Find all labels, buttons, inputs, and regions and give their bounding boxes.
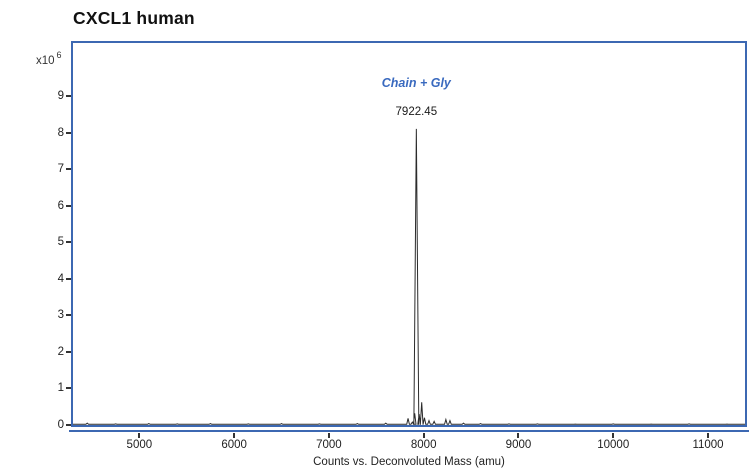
x-tick-label: 10000 <box>597 439 630 451</box>
x-tick <box>517 433 520 438</box>
y-tick <box>66 314 71 317</box>
x-tick <box>707 433 710 438</box>
x-axis-line <box>69 430 749 432</box>
y-tick-label: 0 <box>57 419 64 431</box>
y-tick <box>66 241 71 244</box>
x-tick <box>612 433 615 438</box>
x-tick-label: 9000 <box>505 439 532 451</box>
y-tick-label: 7 <box>57 163 64 176</box>
y-tick <box>66 131 71 134</box>
y-tick-label: 1 <box>57 382 64 395</box>
x-tick <box>233 433 236 438</box>
y-tick <box>66 277 71 280</box>
y-tick-label: 4 <box>57 272 64 285</box>
y-tick-label: 2 <box>57 345 64 358</box>
spectrum-trace <box>73 128 745 425</box>
x-tick-label: 7000 <box>316 439 342 451</box>
y-tick <box>66 168 71 171</box>
y-tick-label: 5 <box>57 236 64 249</box>
y-tick <box>66 95 71 97</box>
y-unit-base: x10 <box>36 55 55 67</box>
x-tick-label: 11000 <box>692 439 724 451</box>
peak-mass-label: 7922.45 <box>395 106 438 118</box>
x-tick <box>138 433 141 438</box>
y-tick <box>66 387 71 390</box>
y-tick-label: 8 <box>57 126 64 139</box>
x-tick <box>327 433 330 438</box>
chart-title: CXCL1 human <box>73 8 195 28</box>
y-tick-label: 3 <box>57 309 64 322</box>
y-tick <box>66 424 71 426</box>
spectrum-line <box>73 128 745 425</box>
x-tick <box>422 433 425 438</box>
y-tick-label: 6 <box>57 199 64 212</box>
y-tick-label: 9 <box>57 90 64 102</box>
plot-area <box>71 41 747 427</box>
peak-annotation-text: Chain + Gly <box>381 76 451 90</box>
x-tick-label: 8000 <box>410 439 437 451</box>
x-tick-label: 6000 <box>221 439 247 451</box>
y-unit-exponent: 6 <box>56 50 62 60</box>
x-axis-title: Counts vs. Deconvoluted Mass (amu) <box>313 456 505 468</box>
x-tick-label: 5000 <box>126 439 153 451</box>
y-tick <box>66 350 71 353</box>
y-tick <box>66 204 71 207</box>
y-axis-unit-label: x10 6 <box>36 50 62 67</box>
